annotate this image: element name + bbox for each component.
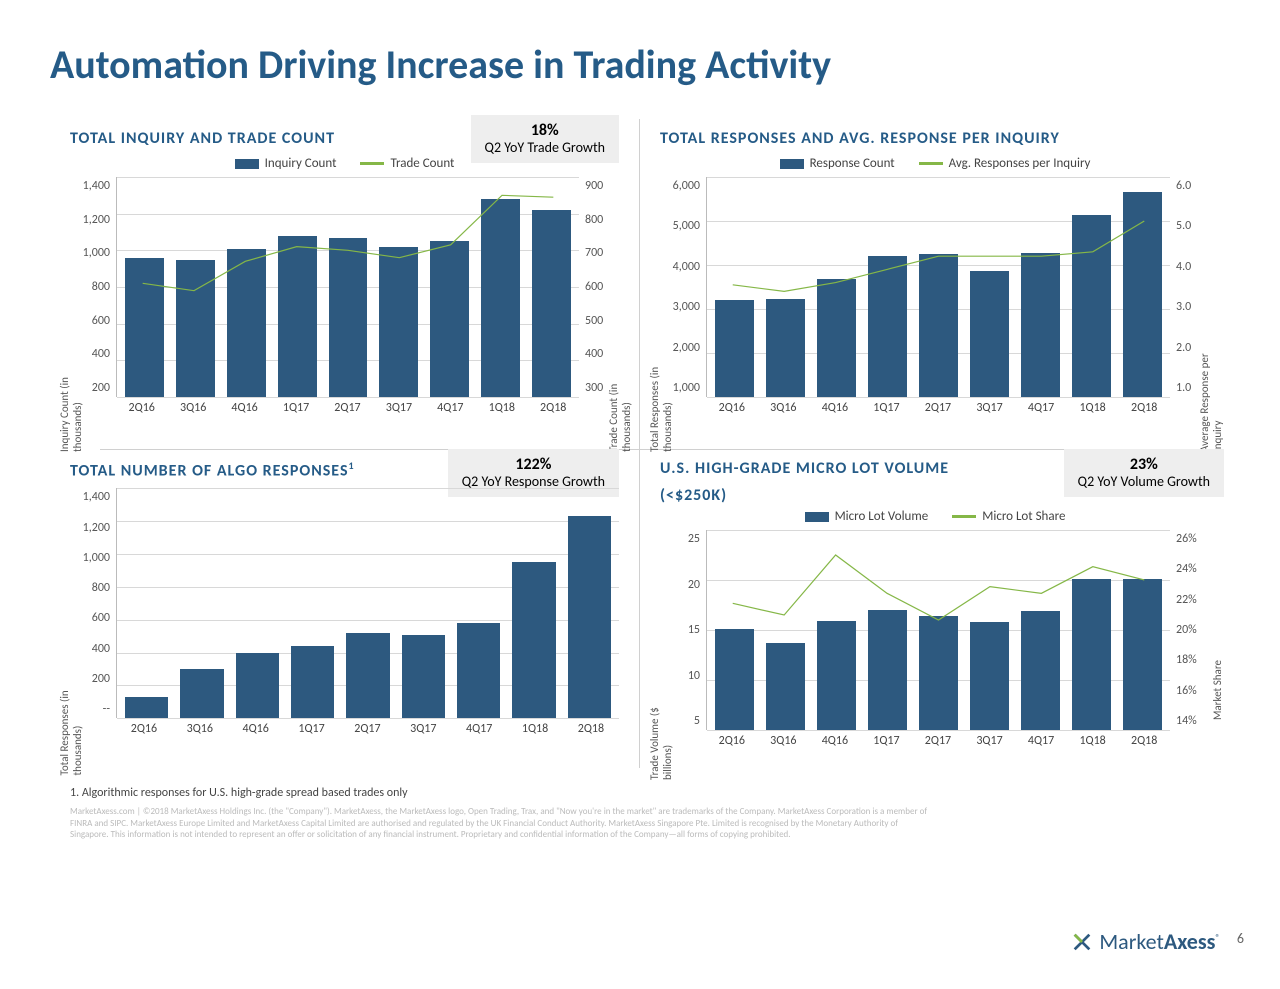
- footnote: 1. Algorithmic responses for U.S. high-g…: [50, 786, 1230, 800]
- bar: [236, 653, 279, 719]
- legend: Response Count Avg. Responses per Inquir…: [660, 156, 1210, 171]
- panel-title: U.S. HIGH-GRADE MICRO LOT VOLUME: [660, 459, 949, 478]
- bar: [180, 669, 223, 718]
- page-number: 6: [1237, 930, 1244, 947]
- panel-micro-lot: U.S. HIGH-GRADE MICRO LOT VOLUME (<$250K…: [640, 435, 1230, 768]
- bar: [125, 697, 168, 718]
- chart: Total Responses (in thousands) 6,0005,00…: [660, 177, 1210, 397]
- panel-inquiry-trade: TOTAL INQUIRY AND TRADE COUNT 18% Q2 YoY…: [50, 119, 640, 435]
- chart-grid: TOTAL INQUIRY AND TRADE COUNT 18% Q2 YoY…: [50, 119, 1230, 768]
- y-axis-right-label: Market Share: [1211, 660, 1224, 720]
- bar: [457, 623, 500, 718]
- y-axis-left-label: Total Responses (in thousands): [58, 661, 84, 776]
- y-axis-left-label: Trade Volume ($ billions): [648, 680, 674, 780]
- bar: [512, 562, 555, 718]
- page-title: Automation Driving Increase in Trading A…: [50, 40, 1230, 89]
- chart: Total Responses (in thousands) 1,4001,20…: [70, 488, 619, 718]
- chart: Trade Volume ($ billions) 252015105 26%2…: [660, 530, 1210, 730]
- brand-logo: MarketAxess®: [1071, 928, 1220, 955]
- legend: Micro Lot Volume Micro Lot Share: [660, 509, 1210, 524]
- callout-growth: 23% Q2 YoY Volume Growth: [1064, 449, 1224, 497]
- bar: [568, 516, 611, 718]
- panel-algo-responses: TOTAL NUMBER OF ALGO RESPONSES1 122% Q2 …: [50, 435, 640, 768]
- panel-subtitle: (<$250K): [660, 486, 949, 505]
- panel-title: TOTAL RESPONSES AND AVG. RESPONSE PER IN…: [660, 129, 1080, 148]
- bar: [402, 635, 445, 719]
- logo-icon: [1071, 931, 1093, 953]
- disclaimer: MarketAxess.com | ©2018 MarketAxess Hold…: [50, 806, 950, 841]
- bar: [291, 646, 334, 718]
- chart: Inquiry Count (in thousands) 1,4001,2001…: [70, 177, 619, 397]
- bar: [346, 633, 389, 718]
- callout-growth: 18% Q2 YoY Trade Growth: [471, 115, 619, 163]
- panel-responses-avg: TOTAL RESPONSES AND AVG. RESPONSE PER IN…: [640, 119, 1230, 435]
